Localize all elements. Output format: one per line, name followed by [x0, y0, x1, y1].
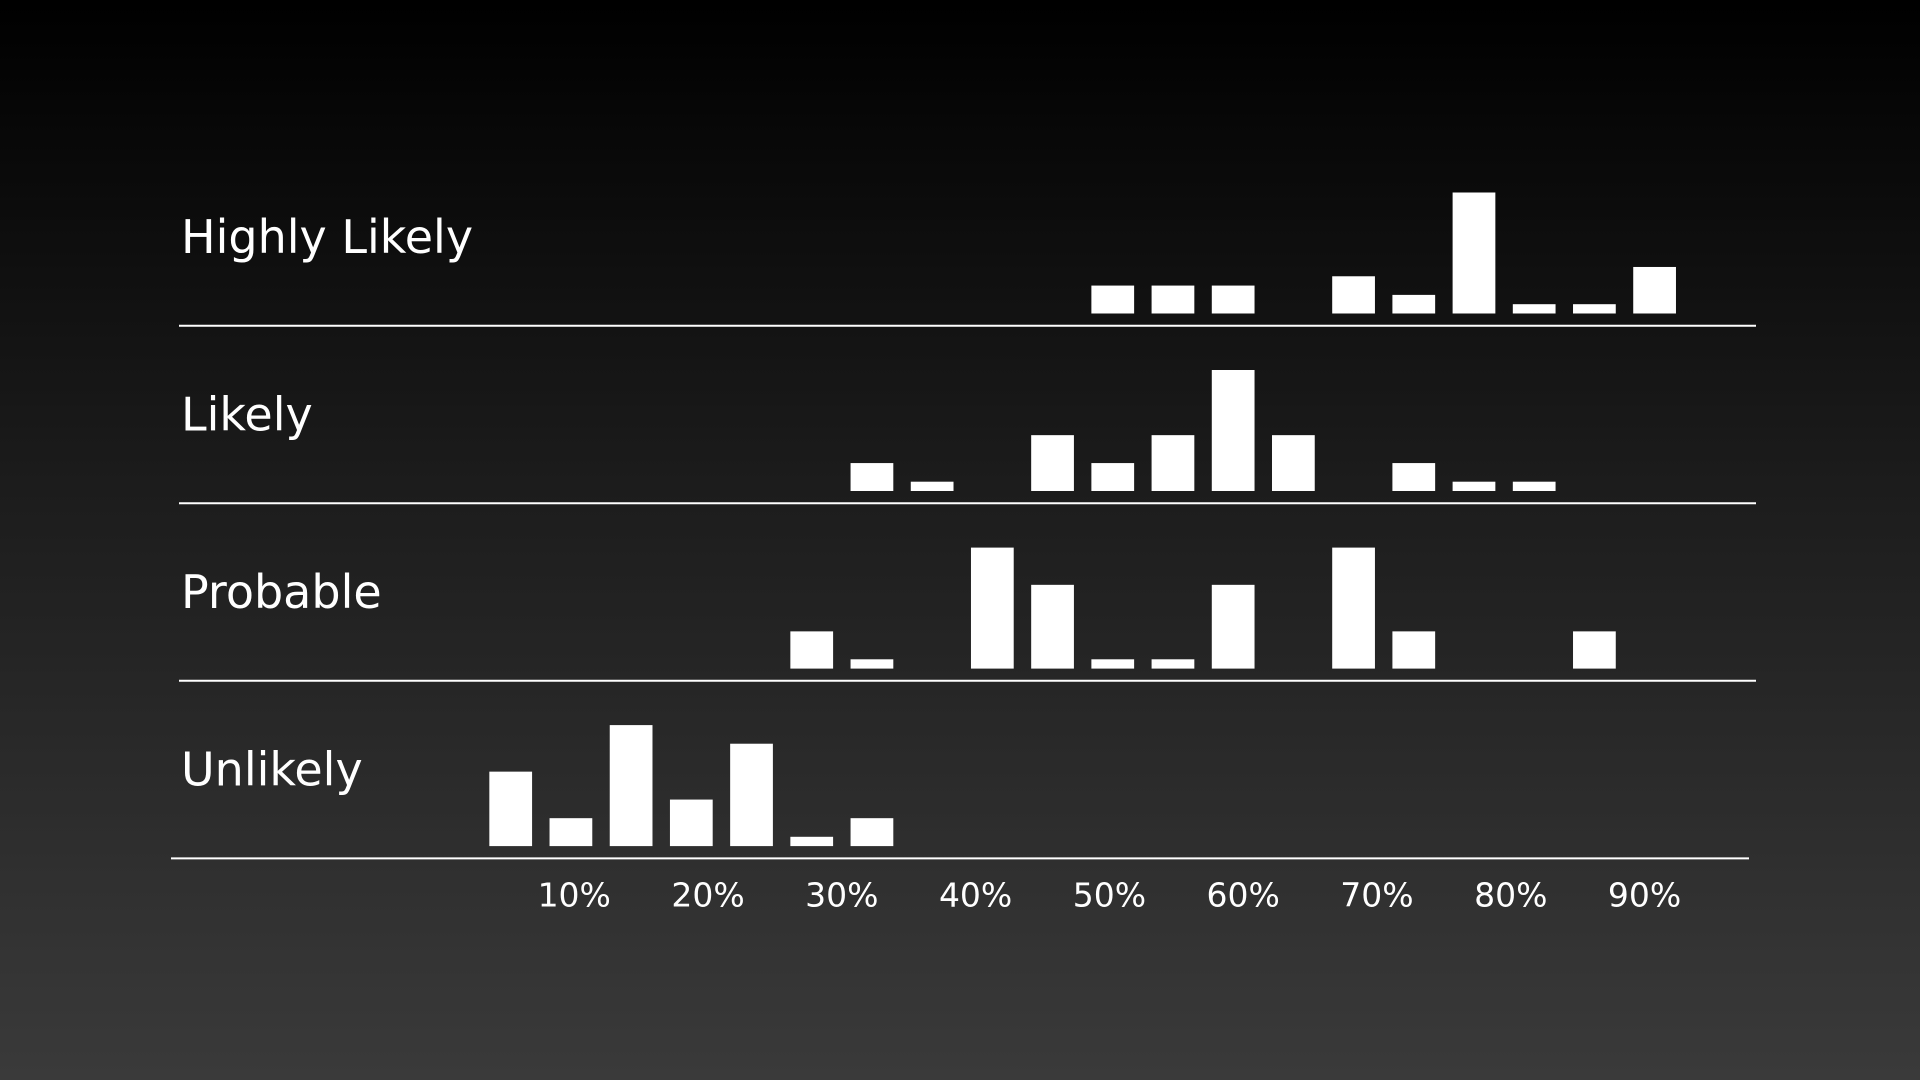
x-tick-label: 40% [939, 876, 1012, 915]
bar [1573, 631, 1616, 669]
bar [850, 659, 894, 669]
bar [1031, 435, 1074, 491]
x-tick-label: 90% [1608, 876, 1681, 915]
bar [1031, 584, 1074, 669]
row-label: Probable [181, 565, 382, 619]
bar [549, 818, 593, 847]
bar [850, 463, 894, 491]
bar [790, 836, 834, 847]
bar [1271, 435, 1315, 491]
bar [1151, 435, 1195, 491]
x-tick-label: 80% [1474, 876, 1547, 915]
bar [910, 481, 954, 491]
bar [1332, 276, 1375, 314]
row-label: Unlikely [181, 743, 363, 797]
bar [1151, 285, 1195, 314]
bar [1211, 584, 1255, 669]
x-tick-label: 20% [671, 876, 744, 915]
bar [1151, 659, 1195, 669]
bar [1091, 285, 1135, 314]
bar [1332, 547, 1375, 669]
bar [1211, 370, 1255, 491]
bar [730, 743, 773, 847]
bar [1452, 481, 1496, 491]
x-tick-label: 50% [1073, 876, 1146, 915]
row-label: Likely [181, 388, 313, 442]
x-tick-label: 70% [1340, 876, 1413, 915]
bar [1211, 285, 1255, 314]
bar [489, 771, 533, 847]
x-tick-label: 10% [538, 876, 611, 915]
bar [790, 631, 834, 669]
x-tick-label: 30% [805, 876, 878, 915]
x-tick-label: 60% [1207, 876, 1280, 915]
bar [1392, 631, 1436, 669]
bar [609, 725, 653, 847]
row-label: Highly Likely [181, 210, 473, 264]
bar [669, 799, 713, 847]
bar [1392, 294, 1436, 314]
bar [1573, 304, 1616, 314]
bar [1452, 192, 1496, 314]
bar [1091, 463, 1135, 491]
bar [970, 547, 1014, 669]
bar [1091, 659, 1135, 669]
bar [1512, 481, 1556, 491]
bar [850, 818, 894, 847]
bar [1512, 304, 1556, 314]
bar [1633, 266, 1676, 314]
bar [1392, 463, 1436, 491]
